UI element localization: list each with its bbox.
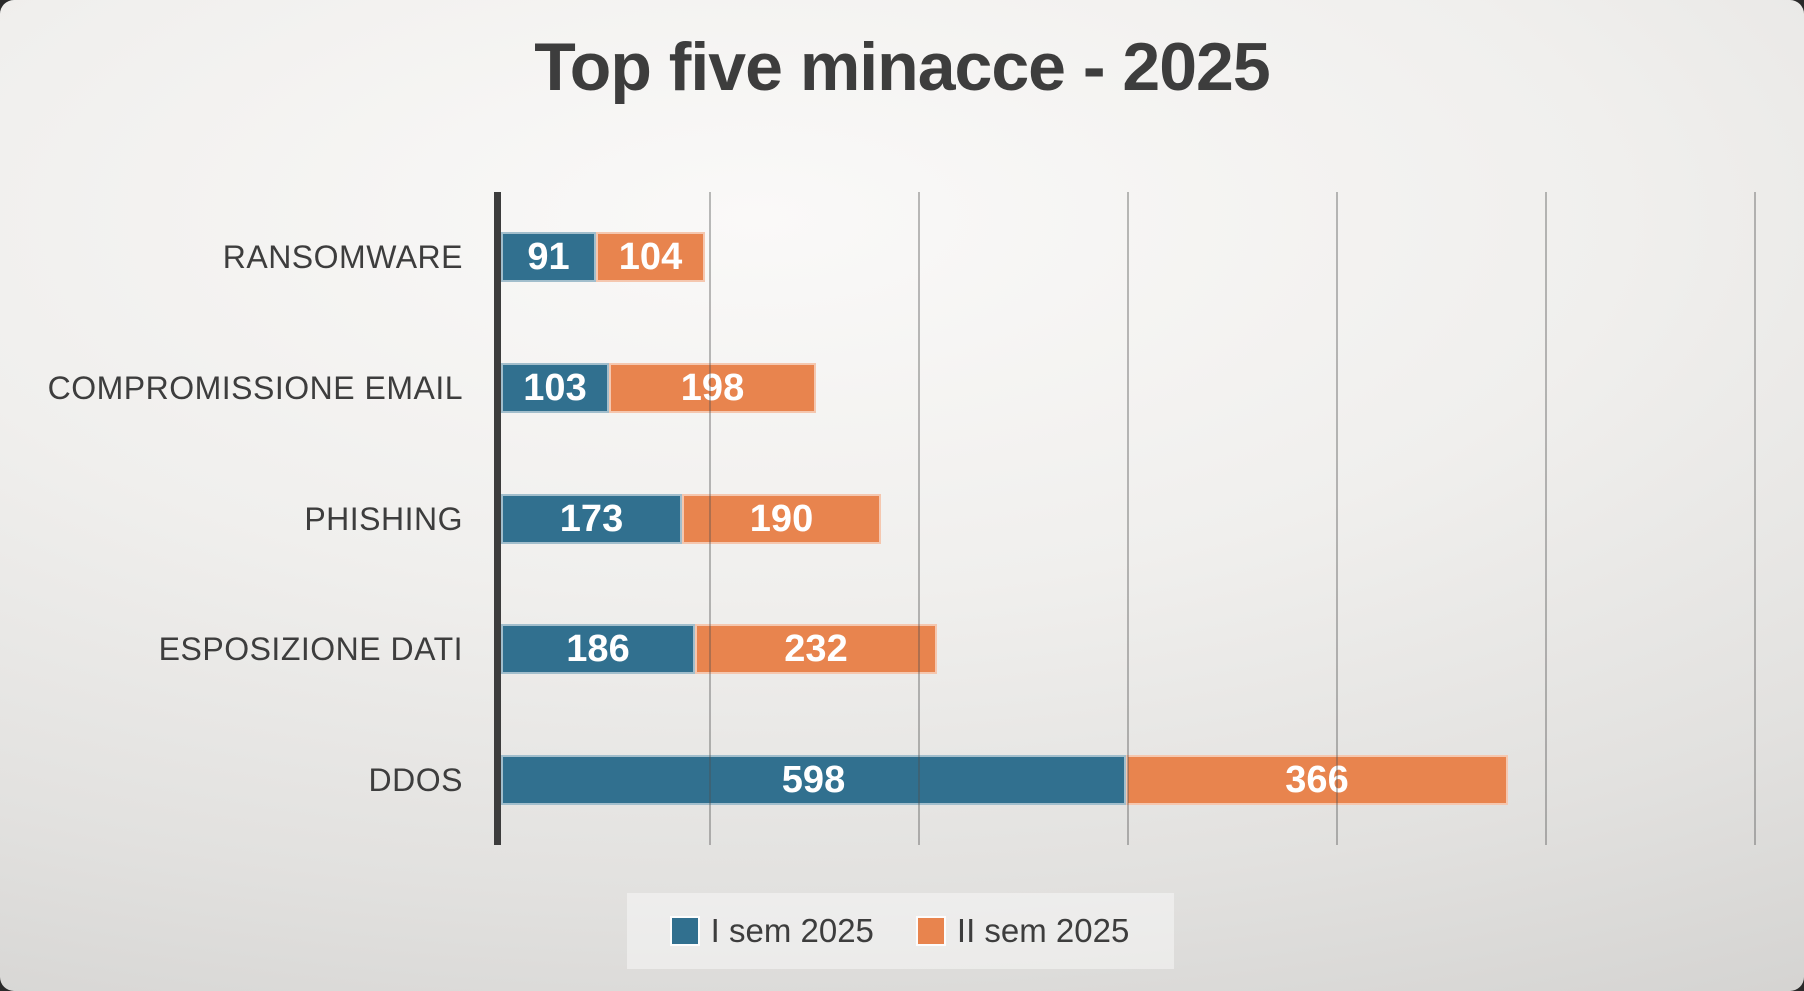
- bar-segment-series2: 366: [1126, 755, 1508, 805]
- bar-row: 598 366: [501, 755, 1508, 805]
- category-label: ESPOSIZIONE DATI: [158, 631, 463, 667]
- bar-segment-series2: 190: [682, 494, 881, 544]
- legend-item-series1: I sem 2025: [671, 912, 874, 950]
- gridline-x-1200: [1754, 192, 1756, 845]
- value-label: 173: [559, 497, 624, 540]
- bar-segment-series1: 186: [501, 624, 695, 674]
- legend-label: II sem 2025: [956, 912, 1130, 949]
- value-label: 198: [680, 366, 745, 409]
- bar-segment-series1: 598: [501, 755, 1126, 805]
- value-label: 232: [784, 627, 848, 670]
- legend-swatch-icon: [917, 918, 944, 944]
- value-label: 598: [781, 758, 846, 801]
- bar-row: 103 198: [501, 363, 816, 413]
- bar-segment-series1: 103: [501, 363, 609, 413]
- category-label: DDOS: [368, 762, 463, 798]
- value-label: 103: [523, 366, 587, 409]
- plot-area: RANSOMWARE 91 104 COMPROMISSIONE EMAIL 103 19…: [0, 192, 1804, 845]
- bar-row: 91 104: [501, 232, 705, 282]
- value-label: 91: [527, 235, 570, 278]
- chart-title: Top five minacce - 2025: [534, 29, 1270, 105]
- gridline-x-1000: [1545, 192, 1547, 845]
- bar-segment-series1: 173: [501, 494, 682, 544]
- value-label: 190: [749, 497, 814, 540]
- legend: I sem 2025 II sem 2025: [627, 893, 1174, 969]
- bar-row: 173 190: [501, 494, 881, 544]
- y-axis-line: [494, 192, 501, 845]
- category-label: COMPROMISSIONE EMAIL: [47, 370, 463, 406]
- category-label: PHISHING: [304, 501, 463, 537]
- bar-row: 186 232: [501, 624, 937, 674]
- category-label: RANSOMWARE: [222, 239, 463, 275]
- value-label: 104: [618, 235, 683, 278]
- legend-item-series2: II sem 2025: [917, 912, 1130, 950]
- value-label: 186: [566, 627, 630, 670]
- bar-segment-series1: 91: [501, 232, 596, 282]
- legend-swatch-icon: [671, 918, 698, 944]
- legend-label: I sem 2025: [710, 912, 874, 949]
- bar-segment-series2: 232: [695, 624, 937, 674]
- gridline-x-800: [1336, 192, 1338, 845]
- gridline-x-400: [918, 192, 920, 845]
- value-label: 366: [1285, 758, 1349, 801]
- gridline-x-600: [1127, 192, 1129, 845]
- bar-segment-series2: 104: [596, 232, 705, 282]
- bar-segment-series2: 198: [609, 363, 816, 413]
